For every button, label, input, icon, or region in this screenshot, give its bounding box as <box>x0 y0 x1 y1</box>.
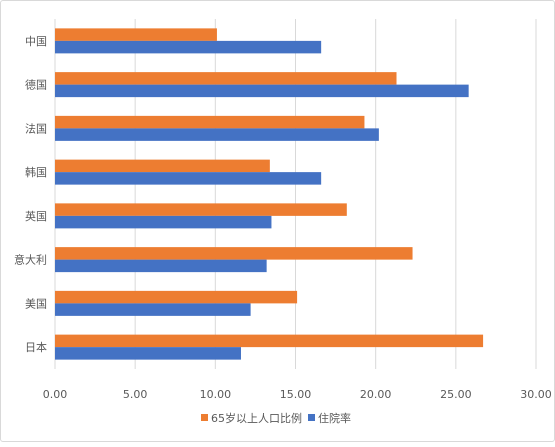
category-label: 德国 <box>25 78 47 92</box>
bar-series1 <box>55 290 298 304</box>
category-label: 美国 <box>25 297 47 310</box>
bar-series1 <box>55 247 413 260</box>
x-tick-label: 20.00 <box>360 388 392 401</box>
gridlines <box>54 19 537 369</box>
category-label: 法国 <box>25 121 47 135</box>
bar-series2 <box>55 347 241 360</box>
bar-series1 <box>55 72 397 85</box>
x-tick-label: 30.00 <box>520 388 552 401</box>
bar-series1 <box>55 28 217 41</box>
legend-swatch <box>308 414 315 421</box>
category-label: 中国 <box>25 35 47 48</box>
bars <box>55 28 484 360</box>
bar-series2 <box>55 128 379 141</box>
legend: 65岁以上人口比例 住院率 <box>201 411 351 425</box>
bar-series2 <box>55 40 322 54</box>
legend-label: 65岁以上人口比例 <box>211 411 302 425</box>
x-tick-label: 15.00 <box>280 388 312 401</box>
bar-series2 <box>55 172 322 185</box>
x-tick-label: 25.00 <box>440 388 472 401</box>
bar-series2 <box>55 259 267 273</box>
x-tick-label: 5.00 <box>123 388 148 401</box>
bar-series2 <box>55 303 251 316</box>
category-label: 日本 <box>25 340 47 354</box>
bar-series1 <box>55 159 270 173</box>
bar-series2 <box>55 215 272 229</box>
legend-swatch <box>201 414 208 421</box>
x-tick-label: 0.00 <box>43 388 68 401</box>
legend-label: 住院率 <box>318 411 351 425</box>
category-label: 韩国 <box>25 165 47 179</box>
category-label: 意大利 <box>14 253 47 267</box>
bar-series1 <box>55 115 365 129</box>
x-tick-label: 10.00 <box>200 388 232 401</box>
x-axis-tick-labels: 0.00 5.00 10.00 15.00 20.00 25.00 30.00 <box>43 388 552 401</box>
bar-series1 <box>55 334 484 348</box>
bar-series1 <box>55 203 347 216</box>
bar-series2 <box>55 84 469 98</box>
category-label: 英国 <box>25 209 47 223</box>
